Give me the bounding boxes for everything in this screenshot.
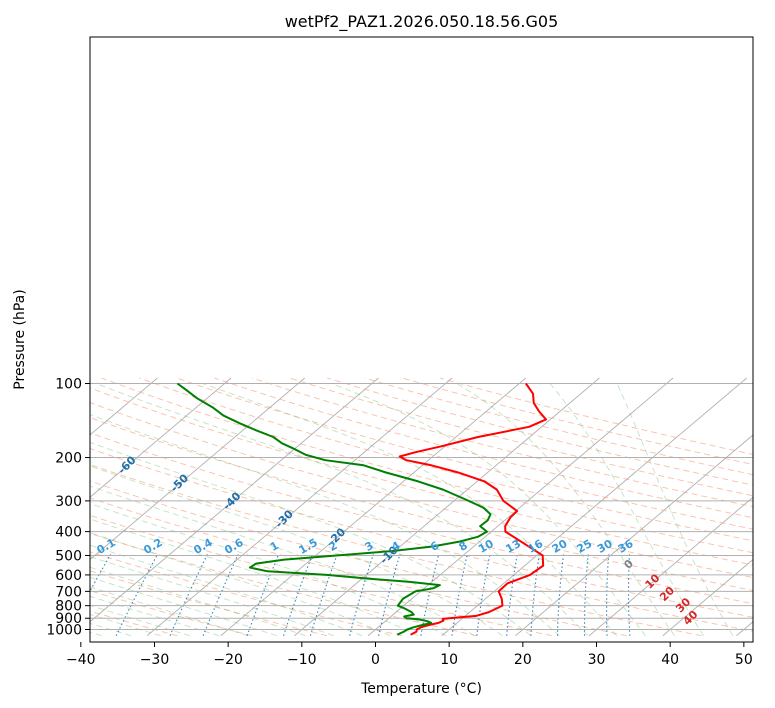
mixing-ratio-line — [169, 554, 208, 636]
plot-frame — [89, 36, 754, 643]
mixing-ratio-line — [606, 554, 610, 636]
mixing-ratio-line — [420, 554, 440, 636]
x-tick-label: 50 — [735, 652, 753, 668]
plot-area: -100-90-80-70-60-50-40-30-20-100.10.20.4… — [90, 377, 753, 637]
x-tick-label: 20 — [514, 652, 532, 668]
dry-adiabat-line — [101, 377, 753, 554]
mixing-ratio-line — [583, 554, 589, 636]
isotherm-line — [90, 377, 158, 436]
dry-adiabat-line — [327, 377, 753, 486]
isotherm-line — [90, 377, 379, 623]
isotherm-line — [294, 377, 600, 637]
isotherm-line — [662, 558, 753, 637]
mixing-ratio-line — [202, 554, 239, 636]
isotherm-line — [441, 377, 748, 637]
mixing-ratio-line — [506, 554, 518, 636]
dewpoint-profile-line — [176, 382, 492, 636]
x-tick-label: 40 — [661, 652, 679, 668]
mixing-ratio-line — [530, 554, 540, 636]
y-tick-label: 900 — [55, 611, 82, 627]
moist-adiabat-line — [90, 441, 532, 637]
isobar-lines — [90, 383, 753, 630]
moist-adiabat-line — [90, 503, 447, 637]
dry-adiabat-line — [90, 417, 753, 591]
y-tick-label: 800 — [55, 599, 82, 615]
x-tick-label: −40 — [66, 652, 96, 668]
isotherm-line — [367, 377, 674, 637]
dry-adiabat-line — [251, 377, 753, 508]
isotherm-line — [220, 377, 527, 637]
y-tick-label: 1000 — [46, 623, 82, 639]
isotherm-line — [90, 377, 306, 561]
x-tick-label: −20 — [213, 652, 243, 668]
dry-adiabat-line — [176, 377, 753, 530]
chart-title: wetPf2_PAZ1.2026.050.18.56.G05 — [285, 12, 559, 32]
isotherm-line — [146, 377, 453, 637]
y-axis-title: Pressure (hPa) — [12, 289, 28, 389]
x-tick-label: 30 — [588, 652, 606, 668]
y-tick-label: 700 — [55, 584, 82, 600]
y-tick-label: 400 — [55, 525, 82, 541]
dry-adiabat-line — [90, 402, 753, 579]
isotherm-line — [588, 496, 753, 637]
mixing-ratio-lines — [90, 554, 631, 636]
y-tick-label: 200 — [55, 451, 82, 467]
x-axis-ticks: −40 −30 −20 −10 0 10 20 30 40 50 — [66, 642, 753, 668]
x-tick-label: −30 — [140, 652, 170, 668]
mixing-ratio-line — [627, 554, 631, 636]
temperature-profile-line — [398, 382, 547, 636]
dry-adiabat-line — [90, 480, 702, 637]
mixing-ratio-line — [115, 554, 158, 636]
y-tick-label: 600 — [55, 568, 82, 584]
isotherm-line — [90, 377, 232, 498]
y-tick-label: 500 — [55, 548, 82, 564]
mixing-ratio-line — [349, 554, 374, 636]
x-tick-label: 10 — [440, 652, 458, 668]
y-tick-label: 100 — [55, 377, 82, 393]
dry-adiabat-line — [90, 432, 753, 605]
mixing-ratio-line — [378, 554, 401, 636]
x-axis-title: Temperature (°C) — [360, 681, 482, 697]
moist-adiabat-line — [90, 544, 363, 637]
dry-adiabat-line — [90, 448, 753, 618]
moist-adiabat-line — [90, 414, 560, 637]
isotherm-lines — [90, 377, 753, 637]
mixing-ratio-line — [556, 554, 565, 636]
mixing-ratio-line — [476, 554, 491, 636]
x-tick-label: −10 — [287, 652, 317, 668]
x-tick-label: 0 — [371, 652, 380, 668]
y-tick-label: 300 — [55, 494, 82, 510]
profile-series — [176, 382, 547, 636]
